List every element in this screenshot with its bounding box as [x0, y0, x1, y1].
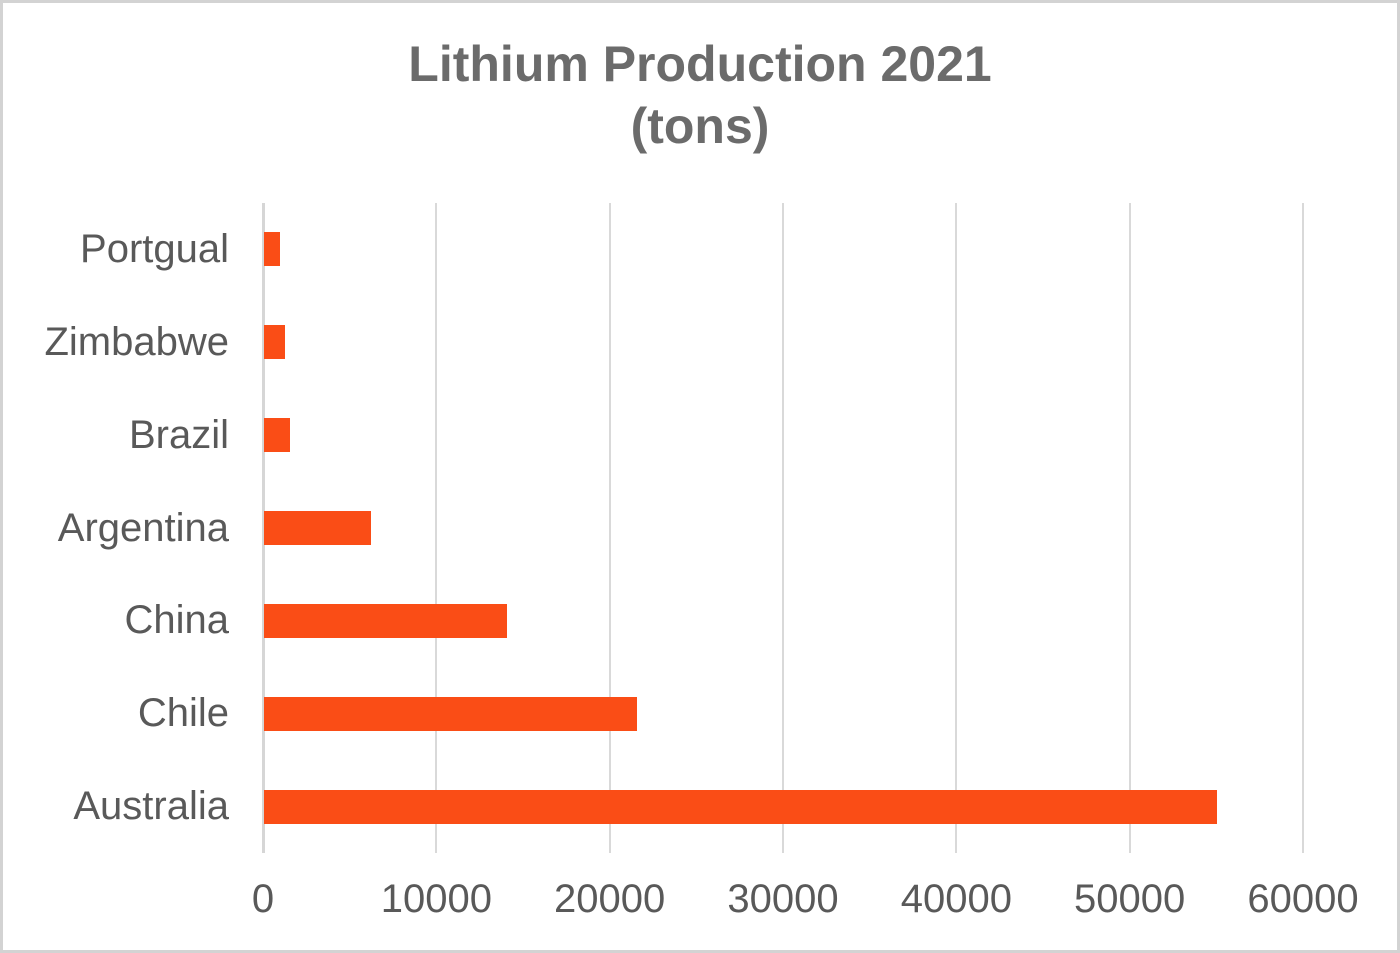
- bar-row: [264, 574, 1364, 667]
- gridline: [435, 203, 438, 853]
- category-label: Argentina: [57, 505, 229, 550]
- x-tick-label: 0: [251, 877, 275, 921]
- bar-china: [264, 603, 507, 638]
- x-tick-label: 20000: [554, 877, 666, 921]
- plot-area: [262, 203, 1362, 853]
- gridline: [1302, 203, 1304, 853]
- x-tick-label: 30000: [727, 877, 839, 921]
- bar-zimbabwe: [264, 325, 285, 360]
- category-label: Australia: [73, 784, 229, 829]
- bar-australia: [264, 789, 1218, 824]
- bar-row: [264, 296, 1364, 389]
- bar-row: [264, 203, 1364, 296]
- bar-row: [264, 482, 1364, 575]
- bar-chile: [264, 696, 637, 731]
- axis-line: [262, 203, 265, 853]
- x-tick-label: 40000: [900, 877, 1012, 921]
- category-label: Portgual: [80, 226, 229, 271]
- gridline: [608, 203, 611, 853]
- bar-portgual: [264, 232, 280, 267]
- x-tick-label: 50000: [1074, 877, 1186, 921]
- bar-row: [264, 389, 1364, 482]
- category-label: Brazil: [128, 412, 229, 457]
- category-axis: Portgual Zimbabwe Brazil Argentina China Chil…: [3, 203, 229, 853]
- gridline: [782, 203, 784, 853]
- chart-subtitle: (tons): [630, 98, 770, 154]
- bar-brazil: [264, 418, 290, 453]
- x-tick-label: 10000: [380, 877, 492, 921]
- value-axis: 0 10000 20000 30000 40000 50000 60000: [252, 877, 1362, 927]
- category-label: Zimbabwe: [44, 319, 229, 364]
- category-label: China: [124, 598, 229, 643]
- bar-row: [264, 760, 1364, 853]
- bar-rows: [264, 203, 1364, 853]
- chart-title: Lithium Production 2021 (tons): [3, 33, 1397, 157]
- gridline: [955, 203, 958, 853]
- chart-title-text: Lithium Production 2021: [408, 36, 992, 92]
- bar-argentina: [264, 511, 372, 545]
- category-label: Chile: [137, 691, 229, 736]
- x-tick-label: 60000: [1247, 877, 1359, 921]
- gridline: [1128, 203, 1131, 853]
- bar-row: [264, 667, 1364, 760]
